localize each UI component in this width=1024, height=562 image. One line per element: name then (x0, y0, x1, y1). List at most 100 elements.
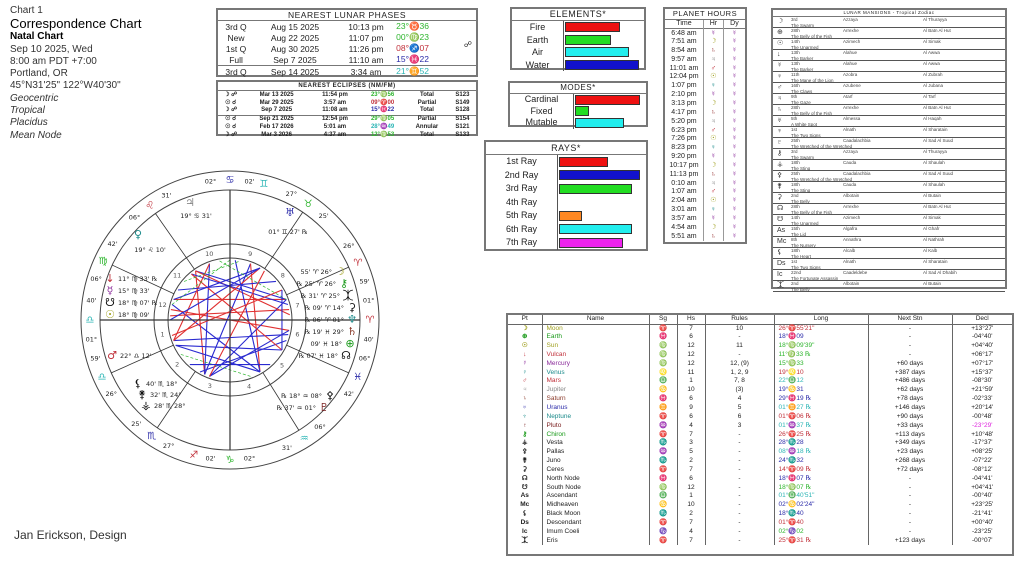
rules: - (704, 350, 774, 360)
mansion-name: Alnath (843, 127, 856, 132)
planet-row[interactable]: Ic Imum Coeli ♑ 4-02°♑02- -23°25' (508, 527, 1012, 537)
longitude: 01°♈40 (773, 518, 868, 528)
rays-label: 6th Ray (486, 222, 558, 236)
mansion-name: Azubene (843, 83, 861, 88)
planet-row[interactable]: ☋ South Node ♍ 12-18°♍07 ℞ - +04°41' (508, 483, 1012, 493)
lunar-time: 11:26 pm (348, 43, 384, 54)
sign-icon: ♏ (648, 456, 677, 466)
mansion-row: ♆ 1st Alnath Al Sharatain The Two Signs (773, 127, 1005, 138)
col-sg[interactable]: Sg (648, 315, 677, 325)
planet-glyph-icon: ⚶ (141, 399, 150, 412)
rules: 6 (704, 412, 774, 422)
longitude: 01°♈06 ℞ (773, 412, 868, 422)
col-name[interactable]: Name (541, 315, 649, 325)
declination: -02°33' (951, 394, 1012, 404)
eclipse-pos: 28°♒49 (370, 123, 395, 130)
col-next-stn[interactable]: Next Stn (867, 315, 952, 325)
declination: -17°37' (951, 438, 1012, 448)
planet-row[interactable]: ⯰ Eris ♈ 7-25°♈31 ℞ +123 days -00°07' (508, 536, 1012, 546)
planet-row[interactable]: Ds Descendant ♈ 7-01°♈40- +00°40' (508, 518, 1012, 528)
sign-icon: ♑ (648, 527, 677, 537)
cusp-minute: 42' (108, 240, 118, 248)
planet-name: Black Moon (541, 509, 649, 519)
planet-row[interactable]: As Ascendant ♎ 1-01°♎40'51" - -00°40' (508, 492, 1012, 501)
col-decl[interactable]: Decl (951, 315, 1012, 325)
declination: +04°40' (951, 341, 1012, 351)
mansion-planet-icon: ♅ (777, 117, 783, 124)
mansion-meaning: The Two Signs (791, 264, 821, 270)
next-station: - (867, 474, 952, 484)
next-station: +349 days (867, 438, 952, 448)
sign-icon: ♌ (648, 368, 677, 378)
planet-row[interactable]: ☽ Moon ♈ 7 10 26°♈55'21" - +13°27' (508, 324, 1012, 333)
longitude: 08°♒18 ℞ (773, 447, 868, 457)
rays-bar (559, 170, 640, 181)
planet-row[interactable]: ⚴ Pallas ♒ 5-08°♒18 ℞ +23 days +08°25' (508, 447, 1012, 457)
planet-row[interactable]: ♀ Venus ♌ 11 1, 2, 9 19°♌10 +387 days +15°37' (508, 368, 1012, 378)
sign-icon: ♓ (648, 394, 677, 404)
planet-row[interactable]: ⚷ Chiron ♈ 7-26°♈25 ℞ +113 days +10°48' (508, 430, 1012, 439)
planet-row[interactable]: ♇ Pluto ♒ 4 3 01°♒37 ℞ +33 days -23°29' (508, 421, 1012, 431)
rays-row: 1st Ray (486, 155, 646, 169)
col-long[interactable]: Long (773, 315, 868, 325)
col-hs[interactable]: Hs (676, 315, 705, 325)
planet-position: 18° ♍ 09' (118, 311, 150, 319)
mansion-name: Alahue (843, 50, 858, 55)
rays-label: 7th Ray (486, 236, 558, 250)
planet-row[interactable]: ⚸ Black Moon ♏ 2-18°♏40- -21°41' (508, 509, 1012, 519)
chart-wheel[interactable]: 01° ♎ 40' 1 26° ♎ 59' 2 27° ♏ 25' 3 02° ♑ 02' 4 06° ♒ 31' 5… (0, 150, 480, 562)
lunar-pos: 00°♍23 (396, 32, 430, 42)
eclipse-icon: ☉ ☌ (225, 99, 237, 106)
house: 4 (676, 421, 705, 431)
hour-ruler-icon: ☿ (702, 90, 724, 100)
aspect-line (204, 263, 211, 375)
planet-row[interactable]: ♂ Mars ♎ 1 7, 8 22°♎12 +486 days -08°30' (508, 377, 1012, 386)
planet-row[interactable]: ♆ Neptune ♈ 6 6 01°♈06 ℞ +90 days -00°48' (508, 412, 1012, 422)
aspect-line (175, 344, 282, 351)
modes-row: Cardinal (510, 94, 646, 106)
eclipse-icon: ☽ ☍ (224, 91, 238, 98)
planet-row[interactable]: ☉ Sun ♍ 12 11 18°♍09'39" - +04°40' (508, 341, 1012, 351)
cusp-minute: 25' (131, 420, 141, 428)
planet-row[interactable]: ⚶ Vesta ♏ 3-28°♏28 +349 days -17°37' (508, 438, 1012, 448)
mansion-row: ♇ 25th Caadalachbia Al Sad Al Suud The Wretc… (773, 138, 1005, 149)
mansion-name: Azobra (843, 72, 858, 77)
next-station: +72 days (867, 465, 952, 475)
planet-name: Venus (541, 368, 649, 378)
cusp-minute: 25' (319, 212, 329, 220)
planet-row[interactable]: Mc Midheaven ♋ 10-02°♋02'24" - +23°25' (508, 500, 1012, 510)
next-station: +60 days (867, 359, 952, 369)
house: 12 (676, 483, 705, 493)
declination: +06°17' (951, 350, 1012, 360)
planet-row[interactable]: ☊ North Node ♓ 6-18°♓07 ℞ - -04°41' (508, 474, 1012, 484)
planet-row[interactable]: ♃ Jupiter ♋ 10 (3) 19°♋31 +62 days +21°59' (508, 385, 1012, 395)
rays-row: 4th Ray (486, 195, 646, 209)
house: 5 (676, 447, 705, 457)
mansion-row: ☽ 3rd Azzaya Al Thurayya The Swarm (773, 17, 1005, 28)
planet-row[interactable]: ⊕ Earth ♓ 6-18°♓09- -04°40' (508, 332, 1012, 342)
hour-time: 9:57 am (671, 55, 697, 63)
cusp-sign-icon: ♑ (226, 455, 235, 466)
eclipse-icon: ☉ ☌ (225, 115, 237, 122)
eclipse-date: Feb 17 2026 (259, 123, 294, 130)
mansion-row: ☿ 13th Alahue Al Awwa The Barker (773, 61, 1005, 72)
longitude: 26°♈25 ℞ (773, 430, 868, 439)
planet-position: 01° ♊ 27' ℞ (268, 228, 308, 236)
mansion-meaning: The Swarm (791, 22, 815, 28)
eclipse-row: ☽ ☍ Mar 3 2026 4:37 am 12°♍53 Total S133 (218, 131, 476, 139)
rays-label: 3rd Ray (486, 182, 558, 196)
mansion-name: Azzaya (843, 149, 858, 154)
eclipse-time: 4:37 am (323, 131, 347, 138)
sign-icon: ♈ (648, 465, 677, 475)
planet-row[interactable]: ♅ Uranus ♊ 9 5 01°♊27 ℞ +146 days +20°14' (508, 403, 1012, 413)
planet-row[interactable]: ☿ Mercury ♍ 12 12, (9) 15°♍33 +60 days +07°17' (508, 359, 1012, 369)
col-pt[interactable]: Pt (508, 315, 542, 325)
planet-row[interactable]: ↓ Vulcan ♍ 12-11°♍33 ℞ - +06°17' (508, 350, 1012, 360)
col-rules[interactable]: Rules (704, 315, 774, 325)
mansion-arabic: Al Shaulah (923, 160, 945, 165)
planet-row[interactable]: ⚳ Ceres ♈ 7-14°♈09 ℞ +72 days -08°12' (508, 465, 1012, 475)
mansion-planet-icon: Ic (777, 271, 783, 278)
planet-row[interactable]: ⚵ Juno ♏ 2-24°♏32 +268 days -07°22' (508, 456, 1012, 466)
planet-hours-panel: PLANET HOURS Time Hr Dy 6:48 am ☿ ☿ 7:51 am… (663, 7, 747, 244)
planet-row[interactable]: ♄ Saturn ♓ 6 4 29°♓19 ℞ +78 days -02°33' (508, 394, 1012, 404)
